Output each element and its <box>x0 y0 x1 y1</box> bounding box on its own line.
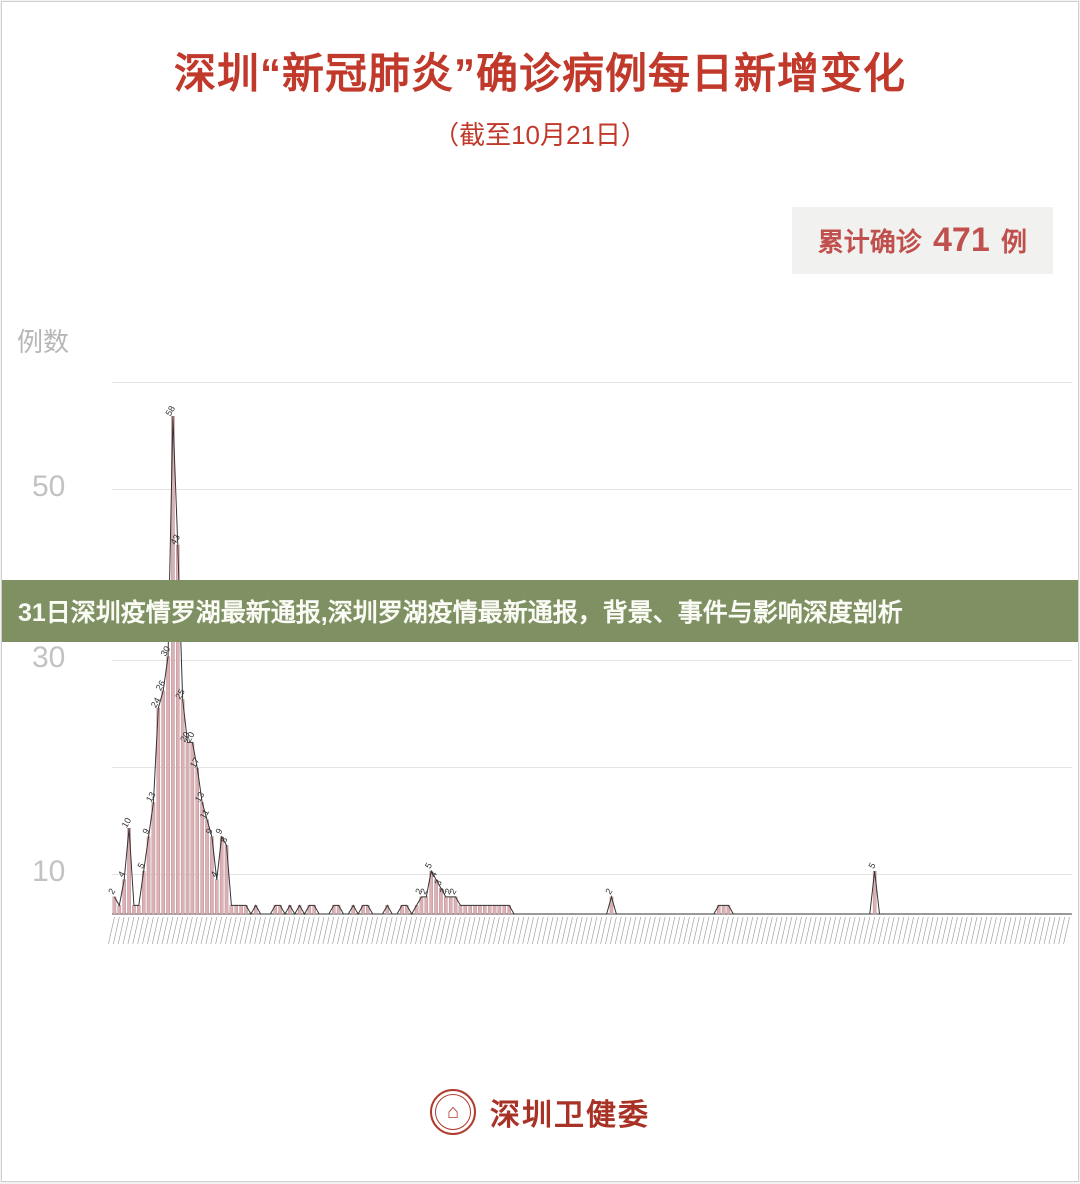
svg-text:11: 11 <box>198 808 211 821</box>
svg-text:24: 24 <box>149 696 163 710</box>
svg-text:30: 30 <box>159 644 173 658</box>
org-logo: ⌂ <box>430 1089 476 1135</box>
cumulative-label: 累计确诊 <box>818 227 922 257</box>
svg-text:13: 13 <box>193 790 207 804</box>
svg-text:13: 13 <box>144 790 158 804</box>
cumulative-unit: 例 <box>1001 227 1027 257</box>
org-logo-glyph: ⌂ <box>447 1101 459 1124</box>
svg-text:5: 5 <box>423 861 434 870</box>
org-name-text: 深圳卫健委 <box>490 1090 650 1134</box>
title-block: 深圳“新冠肺炎”确诊病例每日新增变化 （截至10月21日） <box>2 2 1078 152</box>
overlay-banner: 31日深圳疫情罗湖最新通报,深圳罗湖疫情最新通报，背景、事件与影响深度剖析 <box>2 580 1079 642</box>
svg-text:5: 5 <box>866 861 877 870</box>
chart-plot-area: 例数 50 30 10 2 4 10 5 9 13 24 26 30 58 43 25 20 20 17 13… <box>2 322 1079 972</box>
screenshot-frame: 深圳“新冠肺炎”确诊病例每日新增变化 （截至10月21日） 累计确诊 471 例… <box>1 1 1079 1182</box>
chart-subtitle: （截至10月21日） <box>2 115 1078 152</box>
footer: ⌂ 深圳卫健委 <box>2 1089 1078 1135</box>
bar-chart-svg: 2410591324263058432520201713119498225432… <box>2 322 1079 972</box>
cumulative-value: 471 <box>933 221 990 259</box>
svg-text:25: 25 <box>173 687 187 701</box>
svg-text:17: 17 <box>188 756 202 770</box>
svg-text:26: 26 <box>154 679 168 693</box>
svg-text:9: 9 <box>213 827 224 836</box>
svg-text:2: 2 <box>106 887 117 896</box>
svg-text:58: 58 <box>163 404 177 418</box>
chart-title: 深圳“新冠肺炎”确诊病例每日新增变化 <box>2 40 1078 101</box>
overlay-banner-text: 31日深圳疫情罗湖最新通报,深圳罗湖疫情最新通报，背景、事件与影响深度剖析 <box>18 593 903 629</box>
svg-text:2: 2 <box>603 887 614 896</box>
svg-text:10: 10 <box>120 816 134 830</box>
cumulative-cases-box: 累计确诊 471 例 <box>792 207 1053 274</box>
